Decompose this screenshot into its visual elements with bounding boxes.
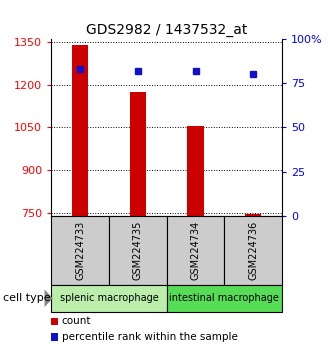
Text: GSM224734: GSM224734 <box>190 221 201 280</box>
Title: GDS2982 / 1437532_at: GDS2982 / 1437532_at <box>86 23 248 36</box>
Bar <box>167 285 282 312</box>
Bar <box>224 216 282 285</box>
Bar <box>130 92 146 216</box>
Bar <box>167 216 224 285</box>
Bar <box>51 285 167 312</box>
Text: GSM224733: GSM224733 <box>75 221 85 280</box>
Polygon shape <box>45 290 53 307</box>
Text: intestinal macrophage: intestinal macrophage <box>170 293 279 303</box>
Bar <box>109 216 167 285</box>
Bar <box>187 126 204 216</box>
Text: count: count <box>62 316 91 326</box>
Text: percentile rank within the sample: percentile rank within the sample <box>62 332 238 342</box>
Bar <box>51 318 58 325</box>
Bar <box>72 45 88 216</box>
Bar <box>245 214 261 216</box>
Text: GSM224735: GSM224735 <box>133 221 143 280</box>
Text: cell type: cell type <box>3 293 51 303</box>
Bar <box>51 333 58 341</box>
Bar <box>51 216 109 285</box>
Text: splenic macrophage: splenic macrophage <box>59 293 158 303</box>
Text: GSM224736: GSM224736 <box>248 221 258 280</box>
